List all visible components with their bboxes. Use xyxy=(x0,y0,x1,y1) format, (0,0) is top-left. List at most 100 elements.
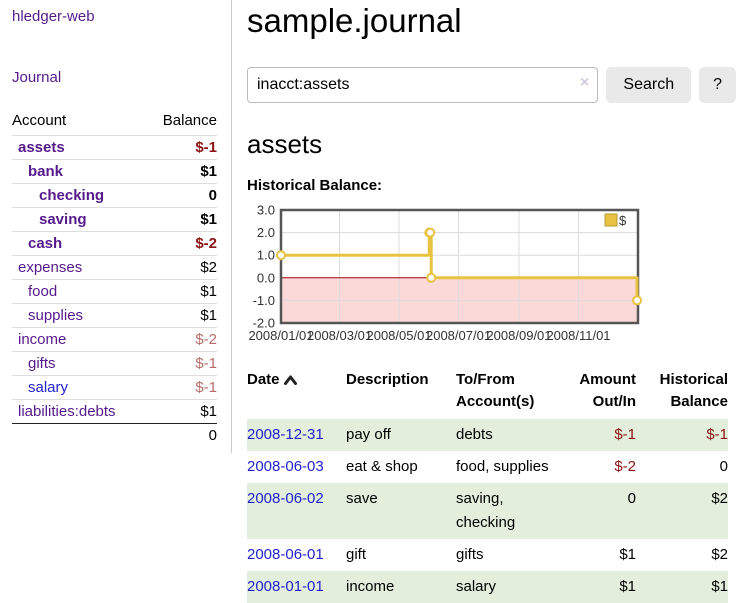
transaction-amount: $1 xyxy=(568,570,638,603)
svg-text:2.0: 2.0 xyxy=(257,225,275,240)
register-row: 2008-06-03 eat & shop food, supplies $-2 0 xyxy=(247,451,728,483)
transaction-date-link[interactable]: 2008-12-31 xyxy=(247,425,324,443)
account-balance: 0 xyxy=(208,187,217,204)
svg-text:2008/01/01: 2008/01/01 xyxy=(248,328,313,343)
account-row: supplies $1 xyxy=(12,303,217,328)
help-button[interactable]: ? xyxy=(699,66,736,103)
sidebar-nav: Journal xyxy=(12,69,217,86)
transaction-description: income xyxy=(346,570,456,603)
transaction-balance: $1 xyxy=(638,570,728,603)
svg-text:2008/07/01: 2008/07/01 xyxy=(426,328,491,343)
transaction-amount: $-2 xyxy=(614,457,636,475)
account-balance: $-1 xyxy=(195,355,217,372)
transaction-balance: $2 xyxy=(711,545,728,563)
transaction-balance: $2 xyxy=(638,482,728,539)
svg-text:1.0: 1.0 xyxy=(257,248,275,263)
balance-chart-svg: $3.0 2.0 1.0 0.0 -1.0 -2.02008/01/012008/03/0… xyxy=(248,202,643,343)
account-link[interactable]: gifts xyxy=(28,355,56,372)
nav-journal-link[interactable]: Journal xyxy=(12,69,62,86)
transaction-amount: 0 xyxy=(568,482,638,539)
search-button[interactable]: Search xyxy=(606,66,692,103)
main-content: sample.journal × Search ? assets Histori… xyxy=(232,0,742,603)
svg-text:$: $ xyxy=(619,213,627,228)
svg-text:2008/11/01: 2008/11/01 xyxy=(546,328,610,343)
accounts-table: Account Balance assets $-1 bank $1 checking 0… xyxy=(12,108,217,447)
transaction-accounts: gifts xyxy=(456,545,484,563)
account-balance: $1 xyxy=(200,283,217,300)
svg-text:-1.0: -1.0 xyxy=(253,293,275,308)
transaction-date-link[interactable]: 2008-06-03 xyxy=(247,457,324,475)
account-link[interactable]: bank xyxy=(28,163,64,180)
register-header-amount: Amount Out/In xyxy=(579,370,636,411)
register-row: 2008-06-01 gift gifts $1 $2 xyxy=(247,539,728,571)
accounts-total: 0 xyxy=(208,427,217,444)
transaction-accounts: saving, checking xyxy=(456,482,568,539)
account-balance: $1 xyxy=(200,307,217,324)
sidebar: hledger-web Journal Account Balance asse… xyxy=(0,0,232,453)
transaction-amount: $1 xyxy=(619,545,636,563)
register-row: 2008-01-01 income salary $1 $1 xyxy=(247,570,728,603)
account-link[interactable]: income xyxy=(18,331,67,348)
account-balance: $2 xyxy=(200,259,217,276)
account-link[interactable]: salary xyxy=(28,379,69,396)
account-link[interactable]: expenses xyxy=(18,259,83,276)
account-link[interactable]: assets xyxy=(18,139,65,156)
search-input[interactable] xyxy=(247,66,599,103)
transaction-date-link[interactable]: 2008-06-02 xyxy=(247,489,324,507)
app-title-link[interactable]: hledger-web xyxy=(12,8,95,25)
transaction-accounts: salary xyxy=(456,570,568,603)
account-link[interactable]: checking xyxy=(39,187,105,204)
transaction-date-link[interactable]: 2008-01-01 xyxy=(247,577,324,595)
register-header-date[interactable]: Date xyxy=(247,367,346,419)
register-table: Date Description To/From Account(s) Amou… xyxy=(247,367,728,603)
account-row: assets $-1 xyxy=(12,135,217,160)
register-row: 2008-06-02 save saving, checking 0 $2 xyxy=(247,482,728,539)
chart-label: Historical Balance: xyxy=(247,176,383,194)
app-title: hledger-web xyxy=(12,8,217,25)
account-row: bank $1 xyxy=(12,159,217,184)
account-row: checking 0 xyxy=(12,183,217,208)
transaction-amount: $-1 xyxy=(568,418,638,451)
account-link[interactable]: liabilities:debts xyxy=(18,403,116,420)
register-header-balance: Historical Balance xyxy=(659,370,728,411)
sort-ascending-icon xyxy=(283,372,297,389)
account-row: expenses $2 xyxy=(12,255,217,280)
account-balance: $-2 xyxy=(195,331,217,348)
svg-text:0.0: 0.0 xyxy=(257,270,275,285)
svg-text:-2.0: -2.0 xyxy=(253,315,275,330)
register-header-description: Description xyxy=(346,370,429,388)
account-balance: $1 xyxy=(200,211,217,228)
transaction-accounts: food, supplies xyxy=(456,457,549,475)
transaction-description: eat & shop xyxy=(346,457,418,475)
svg-text:2008/03/01: 2008/03/01 xyxy=(307,328,372,343)
account-link[interactable]: supplies xyxy=(28,307,84,324)
account-row: saving $1 xyxy=(12,207,217,232)
account-row: food $1 xyxy=(12,279,217,304)
account-balance: $-1 xyxy=(195,379,217,396)
transaction-balance: $-1 xyxy=(638,418,728,451)
account-row: salary $-1 xyxy=(12,375,217,400)
account-link[interactable]: food xyxy=(28,283,58,300)
accounts-table-body: assets $-1 bank $1 checking 0 saving $1 cash $-2 e… xyxy=(12,135,217,448)
accounts-header-row: Account Balance xyxy=(12,108,217,136)
accounts-header-balance: Balance xyxy=(162,112,217,129)
register-row: 2008-12-31 pay off debts $-1 $-1 xyxy=(247,418,728,451)
account-balance: $-2 xyxy=(195,235,217,252)
svg-text:2008/09/01: 2008/09/01 xyxy=(486,328,551,343)
transaction-balance: 0 xyxy=(719,457,728,475)
transaction-accounts: debts xyxy=(456,418,568,451)
account-balance: $-1 xyxy=(195,139,217,156)
transaction-date-link[interactable]: 2008-06-01 xyxy=(247,545,324,563)
accounts-total-row: 0 xyxy=(12,423,217,448)
account-link[interactable]: saving xyxy=(39,211,87,228)
svg-text:2008/05/01: 2008/05/01 xyxy=(366,328,431,343)
svg-text:3.0: 3.0 xyxy=(257,202,275,217)
transaction-description: gift xyxy=(346,545,367,563)
account-row: cash $-2 xyxy=(12,231,217,256)
search-form: × Search ? xyxy=(247,66,736,103)
account-link[interactable]: cash xyxy=(28,235,63,252)
clear-search-icon[interactable]: × xyxy=(580,73,590,91)
transaction-description: save xyxy=(346,482,456,539)
register-header-accounts: To/From Account(s) xyxy=(456,370,535,411)
account-balance: $1 xyxy=(200,163,217,180)
